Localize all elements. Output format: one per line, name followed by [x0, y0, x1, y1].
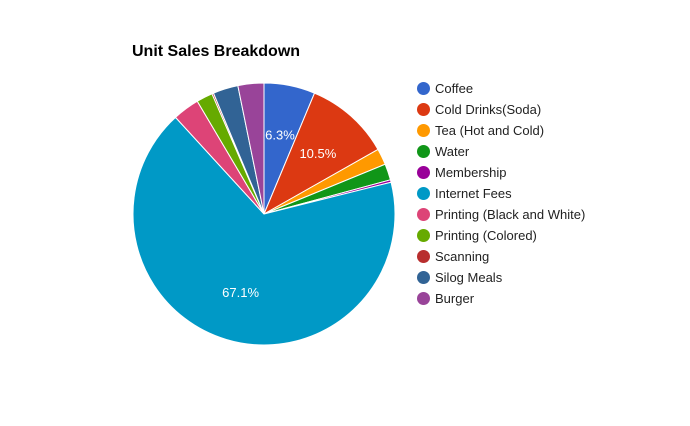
legend-item-2[interactable]: Tea (Hot and Cold) — [417, 122, 617, 140]
legend-label: Tea (Hot and Cold) — [435, 123, 545, 138]
legend-label: Cold Drinks(Soda) — [435, 102, 542, 117]
legend-item-10[interactable]: Burger — [417, 290, 617, 308]
legend-item-9[interactable]: Silog Meals — [417, 269, 617, 287]
legend-swatch-icon — [417, 208, 430, 221]
chart-legend: Coffee Cold Drinks(Soda) Tea (Hot and Cold… — [417, 80, 617, 311]
legend-label: Printing (Colored) — [435, 228, 537, 243]
legend-item-5[interactable]: Internet Fees — [417, 185, 617, 203]
legend-item-4[interactable]: Membership — [417, 164, 617, 182]
legend-label: Printing (Black and White) — [435, 207, 586, 222]
legend-label: Coffee — [435, 81, 474, 96]
legend-swatch-icon — [417, 229, 430, 242]
legend-swatch-icon — [417, 82, 430, 95]
pie-slice-5[interactable] — [132, 116, 396, 346]
slice-data-label-1: 10.5% — [299, 146, 336, 161]
legend-swatch-icon — [417, 124, 430, 137]
legend-item-1[interactable]: Cold Drinks(Soda) — [417, 101, 617, 119]
legend-swatch-icon — [417, 145, 430, 158]
legend-item-3[interactable]: Water — [417, 143, 617, 161]
legend-label: Membership — [435, 165, 507, 180]
pie-slice-1[interactable] — [262, 92, 379, 216]
legend-swatch-icon — [417, 292, 430, 305]
legend-label: Scanning — [435, 249, 490, 264]
legend-item-0[interactable]: Coffee — [417, 80, 617, 98]
pie-slice-10[interactable] — [237, 82, 265, 215]
legend-swatch-icon — [417, 103, 430, 116]
legend-item-7[interactable]: Printing (Colored) — [417, 227, 617, 245]
chart-title: Unit Sales Breakdown — [132, 43, 301, 60]
legend-item-8[interactable]: Scanning — [417, 248, 617, 266]
legend-label: Water — [435, 144, 470, 159]
slice-data-label-0: 6.3% — [265, 127, 295, 142]
legend-item-6[interactable]: Printing (Black and White) — [417, 206, 617, 224]
legend-swatch-icon — [417, 187, 430, 200]
legend-label: Internet Fees — [435, 186, 512, 201]
legend-swatch-icon — [417, 166, 430, 179]
legend-label: Burger — [435, 291, 475, 306]
legend-swatch-icon — [417, 250, 430, 263]
legend-swatch-icon — [417, 271, 430, 284]
legend-label: Silog Meals — [435, 270, 503, 285]
slice-data-label-5: 67.1% — [222, 285, 259, 300]
pie-chart: 6.3% 10.5% 67.1% — [132, 82, 396, 346]
